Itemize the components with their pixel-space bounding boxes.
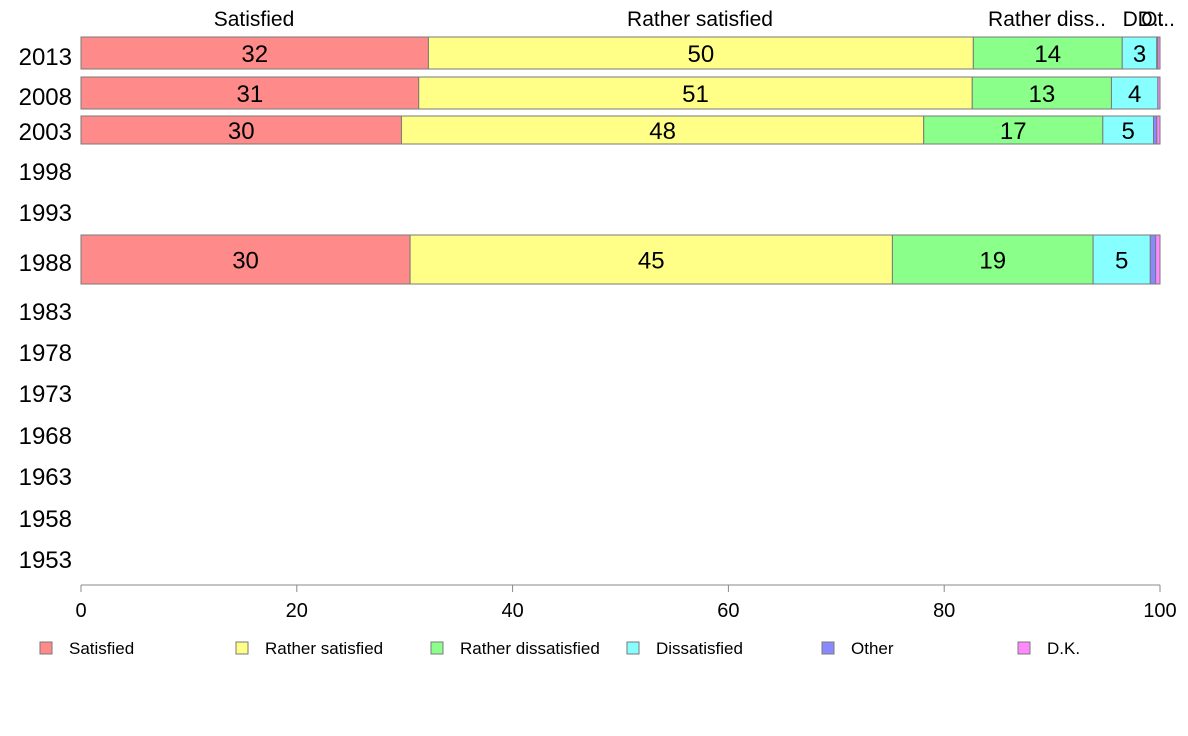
year-label-2013: 2013 — [19, 44, 72, 71]
data-label: 32 — [241, 41, 268, 68]
data-label: 5 — [1115, 248, 1128, 275]
data-label: 50 — [688, 41, 715, 68]
bar-2008-rather-satisfied — [418, 76, 973, 110]
data-label: 45 — [638, 248, 665, 275]
bar-1988-dissatisfied — [1092, 234, 1151, 285]
year-label-1973: 1973 — [19, 381, 72, 408]
top-label: Rather diss.. — [988, 8, 1106, 31]
data-label: 30 — [232, 248, 259, 275]
year-label-1983: 1983 — [19, 299, 72, 326]
x-tick-label: 0 — [75, 600, 86, 622]
x-tick-label: 20 — [286, 600, 308, 622]
data-label: 17 — [1000, 118, 1027, 145]
data-label: 13 — [1028, 81, 1055, 108]
year-label-1953: 1953 — [19, 547, 72, 574]
x-axis: 0 20 40 60 80 100 — [75, 584, 1177, 622]
legend-label: D.K. — [1047, 639, 1080, 658]
bar-2008-rather-dissatisfied — [971, 76, 1112, 110]
bar-2013-rather-dissatisfied — [972, 36, 1123, 70]
top-label: Satisfied — [214, 8, 295, 31]
bar-2008-satisfied — [80, 76, 420, 110]
bar-1988-rather-satisfied — [409, 234, 893, 285]
bar-2003-satisfied — [80, 115, 402, 145]
bar-2013-dissatisfied — [1121, 36, 1158, 70]
legend: Satisfied Rather satisfied Rather dissatis… — [39, 639, 1080, 658]
bar-2008-d-k- — [1157, 76, 1161, 110]
data-label: 5 — [1121, 118, 1134, 145]
bar-2013-d-k- — [1157, 36, 1161, 70]
data-label: 14 — [1034, 41, 1061, 68]
bars: 32 50 14 3 31 51 13 4 30 48 17 5 30 45 19 5 — [80, 36, 1161, 285]
year-label-2003: 2003 — [19, 119, 72, 146]
legend-label: Other — [851, 639, 894, 658]
legend-label: Rather satisfied — [265, 639, 383, 658]
top-label: Rather satisfied — [627, 8, 773, 31]
data-label: 30 — [228, 118, 255, 145]
legend-swatch — [235, 641, 249, 655]
year-label-1968: 1968 — [19, 423, 72, 450]
legend-label: Dissatisfied — [656, 639, 743, 658]
top-label: D.. — [1138, 8, 1165, 31]
year-label-1988: 1988 — [19, 250, 72, 277]
top-label: D.. — [1123, 8, 1150, 31]
legend-swatch — [1017, 641, 1031, 655]
bar-2013-satisfied — [80, 36, 429, 70]
bar-1988-other — [1149, 234, 1157, 285]
data-label: 3 — [1133, 41, 1146, 68]
legend-label: Satisfied — [69, 639, 134, 658]
bar-2003-d-k- — [1156, 115, 1161, 145]
legend-swatch — [821, 641, 835, 655]
x-tick-label: 80 — [933, 600, 955, 622]
bar-2003-rather-dissatisfied — [923, 115, 1104, 145]
x-tick-label: 40 — [501, 600, 523, 622]
year-label-1998: 1998 — [19, 159, 72, 186]
year-label-1963: 1963 — [19, 464, 72, 491]
top-label: Ot.. — [1141, 8, 1175, 31]
data-label: 19 — [979, 248, 1006, 275]
year-axis-labels: 2013 2008 2003 1998 1993 1988 1983 1978 1973 1968… — [19, 44, 72, 574]
data-label: 4 — [1128, 81, 1141, 108]
x-tick-label: 100 — [1143, 600, 1176, 622]
legend-swatch — [430, 641, 444, 655]
top-category-labels: Satisfied Rather satisfied Rather diss.. D.… — [214, 8, 1175, 31]
bar-1988-rather-dissatisfied — [891, 234, 1094, 285]
legend-label: Rather dissatisfied — [460, 639, 600, 658]
legend-swatch — [626, 641, 640, 655]
x-tick-label: 60 — [717, 600, 739, 622]
bar-1988-satisfied — [80, 234, 411, 285]
year-label-1958: 1958 — [19, 506, 72, 533]
year-label-2008: 2008 — [19, 84, 72, 111]
legend-swatch — [39, 641, 53, 655]
data-label: 31 — [237, 81, 264, 108]
bar-1988-d-k- — [1155, 234, 1161, 285]
year-label-1978: 1978 — [19, 340, 72, 367]
data-label: 48 — [649, 118, 676, 145]
year-label-1993: 1993 — [19, 200, 72, 227]
data-label: 51 — [682, 81, 709, 108]
